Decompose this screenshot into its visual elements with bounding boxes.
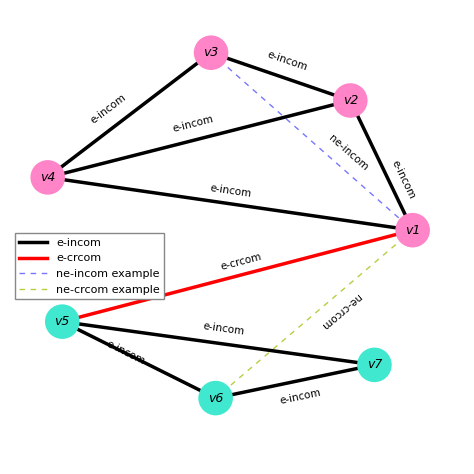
Text: v2: v2 (343, 94, 358, 107)
Circle shape (357, 347, 392, 382)
Circle shape (30, 160, 65, 195)
Circle shape (395, 213, 430, 247)
Text: v6: v6 (208, 392, 223, 405)
Text: e-incom: e-incom (265, 49, 309, 72)
Text: e-incom: e-incom (89, 92, 128, 126)
Text: e-incom: e-incom (210, 182, 252, 199)
Text: e-incom: e-incom (202, 321, 245, 337)
Text: v5: v5 (55, 315, 70, 328)
Text: e-incom: e-incom (390, 159, 417, 201)
Text: v7: v7 (367, 358, 382, 371)
Circle shape (45, 304, 80, 339)
Text: ne-incom: ne-incom (327, 133, 370, 173)
Text: e-incom: e-incom (279, 387, 322, 406)
Text: e-crcom: e-crcom (219, 252, 263, 272)
Text: e-incom: e-incom (104, 339, 146, 367)
Text: v4: v4 (40, 171, 55, 184)
Legend: e-incom, e-crcom, ne-incom example, ne-crcom example: e-incom, e-crcom, ne-incom example, ne-c… (15, 234, 164, 299)
Text: e-incom: e-incom (172, 114, 215, 134)
Text: v3: v3 (203, 46, 219, 59)
Text: ne-crcom: ne-crcom (318, 292, 362, 331)
Circle shape (198, 381, 233, 415)
Circle shape (194, 36, 228, 70)
Circle shape (333, 83, 368, 118)
Text: v1: v1 (405, 224, 420, 237)
